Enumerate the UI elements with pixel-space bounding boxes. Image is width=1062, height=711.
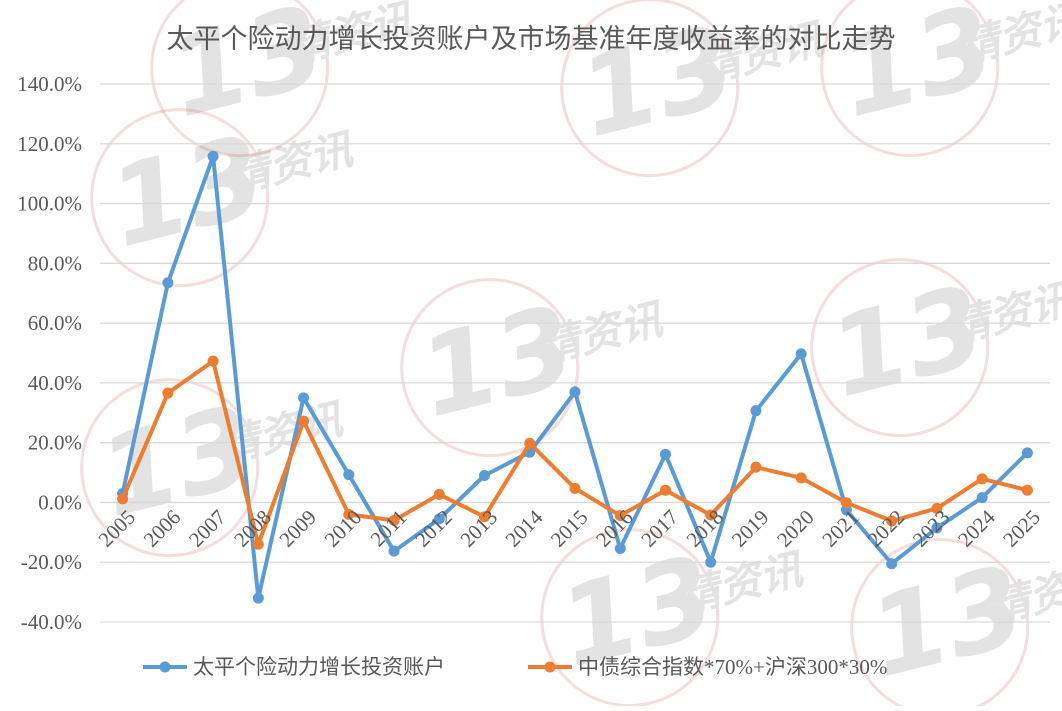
series-2-point bbox=[976, 473, 988, 485]
y-tick-label: 140.0% bbox=[17, 72, 82, 96]
series-1-point bbox=[976, 492, 988, 504]
y-tick-label: -20.0% bbox=[21, 550, 82, 574]
series-2-point bbox=[886, 515, 898, 527]
watermark-ring bbox=[540, 528, 720, 708]
series-2-point bbox=[705, 509, 717, 521]
series-2-point bbox=[252, 538, 264, 550]
x-tick-label: 2016 bbox=[591, 505, 638, 552]
series-1-point bbox=[659, 448, 671, 460]
watermark-ring bbox=[90, 108, 270, 288]
legend: 太平个险动力增长投资账户 中债综合指数*70%+沪深300*30% bbox=[143, 655, 887, 679]
x-tick-label: 2013 bbox=[455, 505, 502, 552]
series-1-point bbox=[343, 469, 355, 481]
legend-label-1: 太平个险动力增长投资账户 bbox=[193, 655, 445, 679]
series-2-point bbox=[162, 387, 174, 399]
x-tick-label: 2009 bbox=[274, 505, 321, 552]
series-1-point bbox=[479, 470, 491, 482]
series-1-point bbox=[388, 545, 400, 557]
x-tick-label: 2021 bbox=[817, 505, 864, 552]
y-tick-label: 40.0% bbox=[28, 371, 82, 395]
series-2-point bbox=[569, 482, 581, 494]
legend-marker-1 bbox=[159, 661, 171, 673]
series-1-point bbox=[1021, 447, 1033, 459]
x-tick-label: 2010 bbox=[320, 505, 367, 552]
y-axis-ticks: -40.0% -20.0% 0.0% 20.0% 40.0% 60.0% 80.0% 100.… bbox=[17, 72, 82, 634]
series-2-point bbox=[433, 488, 445, 500]
legend-label-2: 中债综合指数*70%+沪深300*30% bbox=[578, 655, 887, 679]
series-1-point bbox=[162, 277, 174, 289]
series-1-point bbox=[298, 392, 310, 404]
y-tick-label: 20.0% bbox=[28, 431, 82, 455]
series-2-point bbox=[117, 493, 129, 505]
x-tick-label: 2020 bbox=[772, 505, 819, 552]
series-2-point bbox=[659, 484, 671, 496]
series-2-point bbox=[298, 415, 310, 427]
series-2-point bbox=[931, 502, 943, 514]
watermark-ring bbox=[150, 0, 330, 158]
series-2-point bbox=[614, 510, 626, 522]
x-tick-label: 2015 bbox=[546, 505, 593, 552]
x-tick-label: 2014 bbox=[501, 505, 548, 552]
series-2-point bbox=[207, 355, 219, 367]
series-layer bbox=[117, 150, 1033, 604]
watermark-ring bbox=[560, 0, 740, 178]
y-tick-label: 100.0% bbox=[17, 192, 82, 216]
series-1-point bbox=[614, 542, 626, 554]
y-tick-label: 60.0% bbox=[28, 311, 82, 335]
watermark-ring bbox=[810, 258, 990, 438]
watermark-ring bbox=[400, 278, 580, 458]
series-2-point bbox=[343, 508, 355, 520]
y-tick-label: 0.0% bbox=[38, 490, 82, 514]
x-tick-label: 2019 bbox=[727, 505, 774, 552]
series-2-point bbox=[524, 437, 536, 449]
series-1-point bbox=[252, 592, 264, 604]
series-2-point bbox=[388, 514, 400, 526]
series-2-point bbox=[795, 472, 807, 484]
x-tick-label: 2012 bbox=[410, 505, 457, 552]
y-tick-label: 120.0% bbox=[17, 132, 82, 156]
series-1-point bbox=[207, 150, 219, 162]
series-2-point bbox=[1021, 484, 1033, 496]
series-1-point bbox=[705, 556, 717, 568]
series-2-point bbox=[750, 461, 762, 473]
series-1-point bbox=[886, 558, 898, 570]
series-1-point bbox=[433, 513, 445, 525]
series-1-point bbox=[931, 522, 943, 534]
series-2-point bbox=[479, 511, 491, 523]
watermark-ring bbox=[820, 0, 1000, 158]
gridlines bbox=[100, 83, 1050, 623]
chart-title: 太平个险动力增长投资账户及市场基准年度收益率的对比走势 bbox=[167, 24, 896, 54]
series-1-point bbox=[750, 405, 762, 417]
y-tick-label: -40.0% bbox=[21, 610, 82, 634]
series-2-point bbox=[840, 497, 852, 509]
legend-marker-2 bbox=[544, 661, 556, 673]
series-1-point bbox=[569, 386, 581, 398]
series-1-point bbox=[795, 348, 807, 360]
y-tick-label: 80.0% bbox=[28, 251, 82, 275]
